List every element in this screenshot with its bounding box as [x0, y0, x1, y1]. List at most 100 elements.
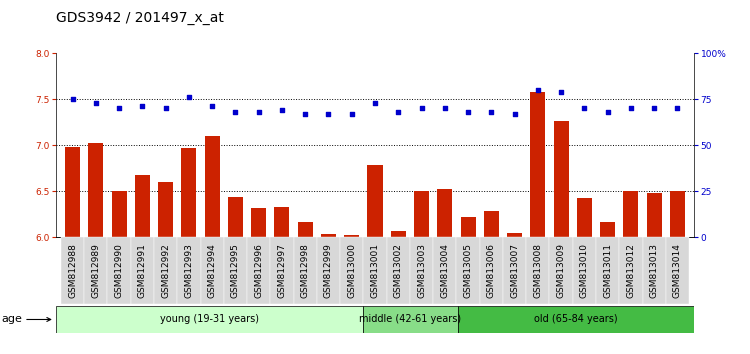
Text: GSM813012: GSM813012 — [626, 243, 635, 298]
Bar — [414, 191, 429, 237]
Text: GSM812990: GSM812990 — [115, 243, 124, 298]
Bar — [65, 147, 80, 237]
Bar — [84, 237, 107, 304]
Point — [392, 109, 404, 115]
Text: age: age — [2, 314, 22, 325]
Text: GSM812989: GSM812989 — [92, 243, 100, 298]
Text: young (19-31 years): young (19-31 years) — [160, 314, 260, 325]
Point — [671, 105, 683, 111]
Text: GSM812994: GSM812994 — [208, 244, 217, 298]
Point — [532, 87, 544, 93]
Text: GSM812996: GSM812996 — [254, 243, 263, 298]
Bar — [321, 234, 336, 237]
Text: GSM812988: GSM812988 — [68, 243, 77, 298]
Text: GSM813003: GSM813003 — [417, 243, 426, 298]
Bar — [61, 237, 84, 304]
Bar — [433, 237, 457, 304]
Bar — [620, 237, 643, 304]
Text: GSM812991: GSM812991 — [138, 243, 147, 298]
Bar — [646, 193, 662, 237]
Point — [578, 105, 590, 111]
Bar — [577, 198, 592, 237]
Bar — [391, 231, 406, 237]
Text: GSM812992: GSM812992 — [161, 244, 170, 298]
Bar — [205, 136, 220, 237]
Bar — [460, 217, 476, 237]
Text: GDS3942 / 201497_x_at: GDS3942 / 201497_x_at — [56, 11, 224, 25]
Bar — [554, 121, 568, 237]
Bar — [251, 208, 266, 237]
Bar — [643, 237, 666, 304]
Text: GSM813010: GSM813010 — [580, 243, 589, 298]
Point — [322, 111, 334, 117]
Text: GSM813005: GSM813005 — [464, 243, 472, 298]
Bar — [437, 189, 452, 237]
Text: GSM813000: GSM813000 — [347, 243, 356, 298]
Text: GSM813007: GSM813007 — [510, 243, 519, 298]
Bar — [480, 237, 503, 304]
Text: GSM813001: GSM813001 — [370, 243, 380, 298]
Bar — [228, 197, 243, 237]
Bar — [340, 237, 363, 304]
Bar — [107, 237, 130, 304]
Text: GSM813011: GSM813011 — [603, 243, 612, 298]
Text: GSM813002: GSM813002 — [394, 243, 403, 298]
Bar — [182, 148, 196, 237]
Bar — [573, 237, 596, 304]
Point — [230, 109, 242, 115]
Bar — [130, 237, 154, 304]
Bar — [410, 237, 434, 304]
Point — [439, 105, 451, 111]
Bar — [247, 237, 270, 304]
Bar — [316, 237, 340, 304]
Point — [160, 105, 172, 111]
Point — [299, 111, 311, 117]
Text: GSM812993: GSM812993 — [184, 243, 194, 298]
Text: GSM813014: GSM813014 — [673, 243, 682, 298]
Bar — [387, 237, 410, 304]
Bar — [670, 191, 685, 237]
Bar — [507, 234, 522, 237]
Bar — [298, 222, 313, 237]
Text: old (65-84 years): old (65-84 years) — [534, 314, 617, 325]
Bar — [274, 207, 290, 237]
Point — [485, 109, 497, 115]
Bar — [600, 222, 615, 237]
Bar — [200, 237, 223, 304]
Bar — [135, 175, 150, 237]
Text: GSM813004: GSM813004 — [440, 243, 449, 298]
Bar — [344, 235, 359, 237]
Bar — [158, 182, 173, 237]
Text: GSM813006: GSM813006 — [487, 243, 496, 298]
Text: GSM812999: GSM812999 — [324, 243, 333, 298]
Text: GSM813009: GSM813009 — [556, 243, 566, 298]
Bar — [270, 237, 293, 304]
Bar — [368, 165, 382, 237]
Bar — [503, 237, 526, 304]
Bar — [484, 211, 499, 237]
Bar — [112, 191, 127, 237]
Bar — [623, 191, 638, 237]
Bar — [526, 237, 550, 304]
Text: GSM812998: GSM812998 — [301, 243, 310, 298]
Bar — [530, 92, 545, 237]
Point — [113, 105, 125, 111]
Point — [555, 89, 567, 95]
Point — [253, 109, 265, 115]
Point — [136, 104, 148, 109]
Bar — [154, 237, 177, 304]
Bar — [363, 306, 458, 333]
Bar — [458, 306, 694, 333]
Bar — [363, 237, 387, 304]
Bar — [177, 237, 200, 304]
Bar — [596, 237, 619, 304]
Text: GSM812995: GSM812995 — [231, 243, 240, 298]
Point — [206, 104, 218, 109]
Text: middle (42-61 years): middle (42-61 years) — [359, 314, 461, 325]
Point — [625, 105, 637, 111]
Bar — [56, 306, 363, 333]
Point — [90, 100, 102, 105]
Point — [509, 111, 520, 117]
Bar — [457, 237, 480, 304]
Point — [67, 96, 79, 102]
